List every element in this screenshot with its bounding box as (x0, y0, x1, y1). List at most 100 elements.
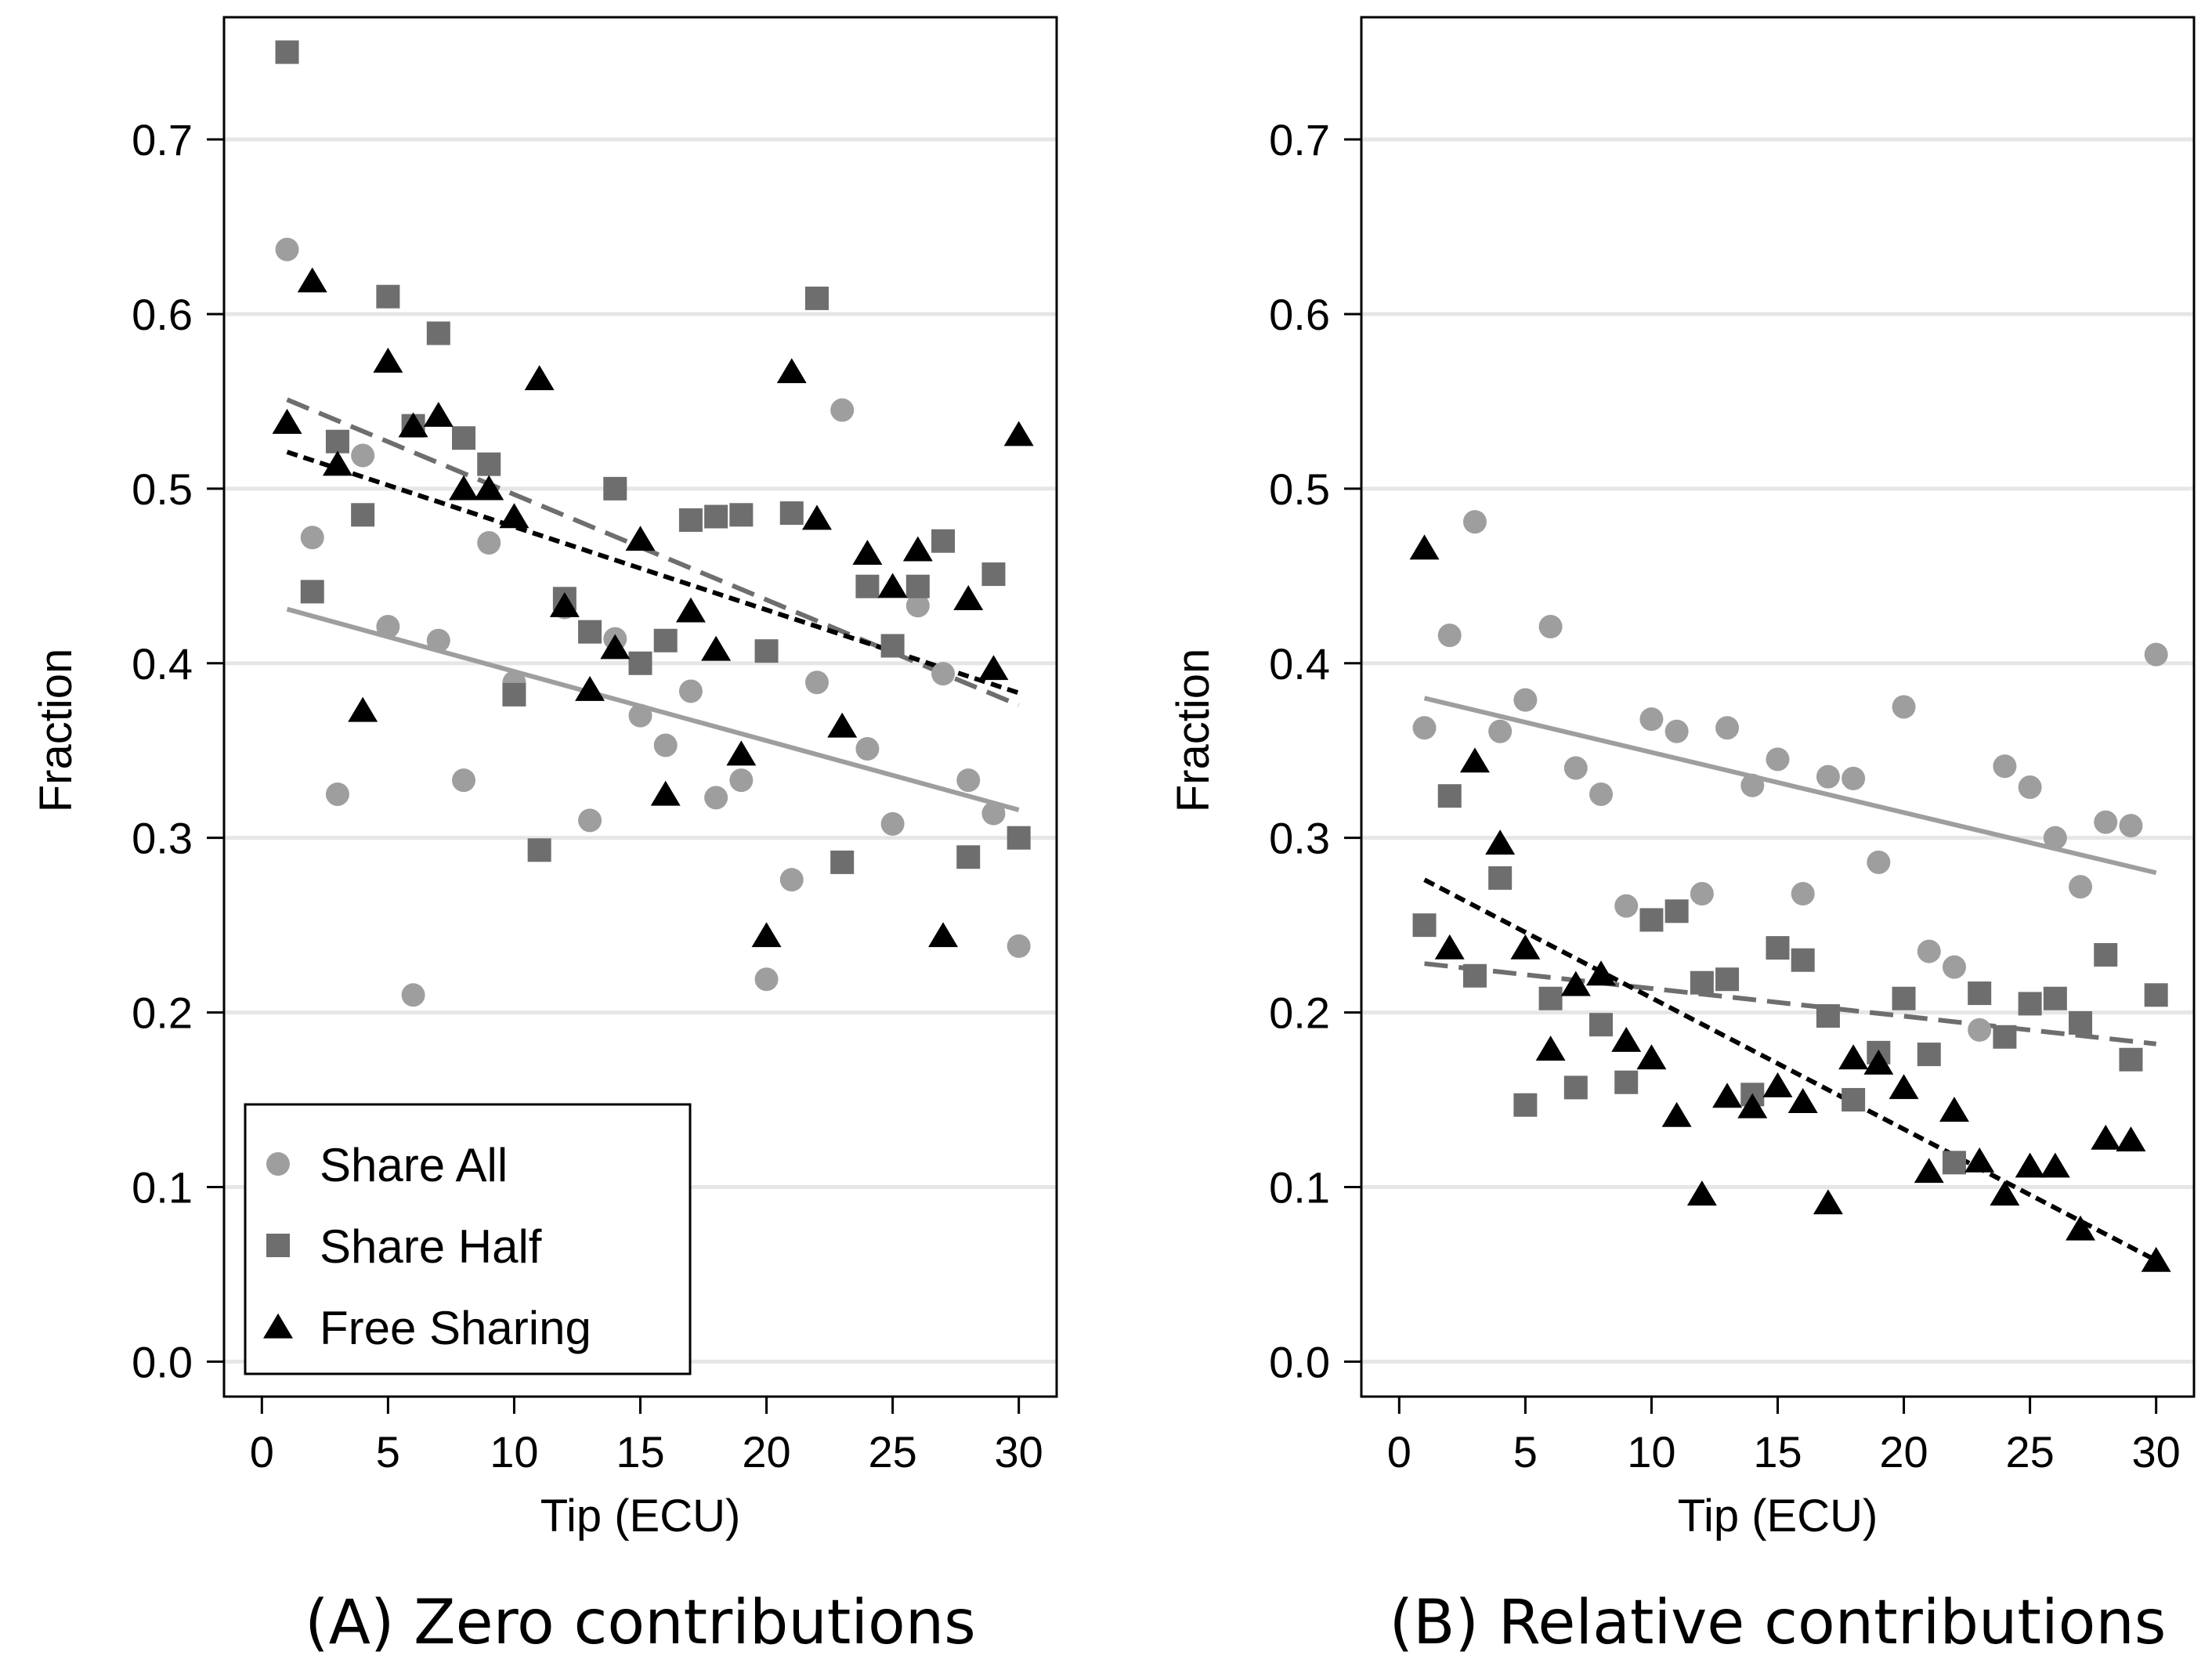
point-share-all (1007, 934, 1031, 958)
point-free-sharing (2040, 1152, 2070, 1178)
point-share-all (1740, 773, 1765, 797)
y-tick-label: 0.2 (1269, 988, 1330, 1038)
series-free-sharing (1409, 534, 2171, 1272)
x-tick-label: 15 (616, 1427, 664, 1476)
legend-marker-share-all (266, 1152, 290, 1176)
point-share-all (2069, 875, 2093, 899)
x-tick-label: 10 (1627, 1427, 1675, 1476)
point-free-sharing (575, 675, 605, 701)
point-share-all (275, 237, 299, 262)
point-share-half (855, 574, 880, 598)
point-share-half (931, 529, 956, 553)
point-free-sharing (1586, 960, 1616, 986)
point-free-sharing (1914, 1158, 1944, 1184)
x-tick-label: 10 (490, 1427, 538, 1476)
point-share-all (804, 670, 829, 695)
point-share-all (426, 628, 450, 652)
point-share-all (376, 614, 400, 638)
y-tick-label: 0.3 (1269, 814, 1330, 863)
point-share-all (2144, 642, 2168, 667)
point-free-sharing (499, 503, 530, 529)
point-share-half (905, 574, 930, 598)
point-free-sharing (953, 585, 984, 610)
y-tick-label: 0.5 (132, 464, 193, 514)
point-share-all (1942, 955, 1966, 979)
point-share-half (1664, 899, 1689, 923)
panel-relative-contributions: 0.0 0.1 0.2 0.3 0.4 0.5 0.6 0.7 0 5 10 15 20 25 30 Tip … (1168, 16, 2196, 1658)
point-free-sharing (398, 412, 428, 438)
point-share-half (1816, 1004, 1840, 1028)
point-share-half (1437, 784, 1462, 808)
series-share-half (1412, 784, 2168, 1175)
series-share-all (1412, 510, 2168, 1042)
y-tick-label: 0.6 (132, 290, 193, 339)
point-free-sharing (1712, 1082, 1743, 1108)
point-free-sharing (2116, 1126, 2146, 1151)
legend-box (244, 1103, 692, 1375)
point-share-all (905, 594, 930, 618)
y-tick-label: 0.2 (132, 988, 193, 1038)
point-free-sharing (1485, 829, 1516, 855)
point-free-sharing (802, 504, 832, 530)
point-free-sharing (928, 922, 959, 948)
point-share-all (1488, 719, 1513, 743)
legend-marker-free-sharing (263, 1313, 293, 1339)
x-tick-label: 25 (868, 1427, 916, 1476)
point-share-all (779, 868, 804, 892)
point-free-sharing (1661, 1101, 1692, 1127)
point-share-all (300, 526, 324, 550)
x-tick-label: 25 (2005, 1427, 2054, 1476)
y-axis: 0.0 0.1 0.2 0.3 0.4 0.5 0.6 0.7 (132, 115, 224, 1386)
point-share-half (1690, 970, 1714, 995)
point-share-half (1892, 986, 1916, 1010)
point-free-sharing (1535, 1035, 1566, 1061)
series-share-half (275, 40, 1031, 874)
point-share-all (1563, 756, 1588, 780)
legend-label-share-half: Share Half (320, 1220, 542, 1273)
point-share-all (754, 967, 779, 992)
point-share-half (754, 639, 779, 663)
y-tick-label: 0.7 (132, 115, 193, 164)
point-share-all (1816, 764, 1840, 789)
point-share-all (855, 736, 880, 761)
point-share-half (628, 651, 652, 675)
point-free-sharing (1003, 421, 1034, 446)
point-share-all (1589, 782, 1614, 806)
x-tick-label: 30 (2132, 1427, 2181, 1476)
point-free-sharing (1863, 1049, 1894, 1075)
y-tick-label: 0.1 (132, 1163, 193, 1213)
point-share-half (275, 40, 299, 64)
point-share-half (1715, 967, 1740, 992)
point-share-half (2018, 992, 2042, 1016)
point-share-half (729, 503, 754, 527)
point-free-sharing (373, 347, 403, 373)
plot-frame (1360, 16, 2196, 1398)
point-share-all (1614, 894, 1639, 918)
point-share-all (1538, 614, 1563, 638)
y-axis-title: Fraction (1168, 649, 1219, 813)
point-free-sharing (297, 267, 327, 293)
point-share-half (880, 634, 905, 658)
point-share-all (628, 703, 652, 728)
y-tick-label: 0.0 (132, 1337, 193, 1386)
point-share-half (2043, 986, 2067, 1010)
point-free-sharing (1737, 1093, 1768, 1119)
point-free-sharing (650, 780, 681, 806)
y-tick-label: 0.5 (1269, 464, 1330, 514)
point-share-all (578, 808, 602, 833)
point-share-all (351, 443, 375, 468)
point-free-sharing (474, 475, 504, 501)
x-axis-title: Tip (ECU) (540, 1491, 741, 1541)
point-share-all (477, 530, 501, 555)
point-share-half (2069, 1010, 2093, 1035)
point-free-sharing (1838, 1044, 1869, 1070)
point-share-half (779, 501, 804, 526)
point-share-half (1412, 913, 1437, 938)
point-free-sharing (675, 597, 706, 623)
point-share-all (2094, 810, 2118, 834)
point-free-sharing (549, 591, 580, 617)
point-share-all (1664, 719, 1689, 743)
point-free-sharing (751, 922, 782, 948)
point-free-sharing (827, 712, 858, 738)
